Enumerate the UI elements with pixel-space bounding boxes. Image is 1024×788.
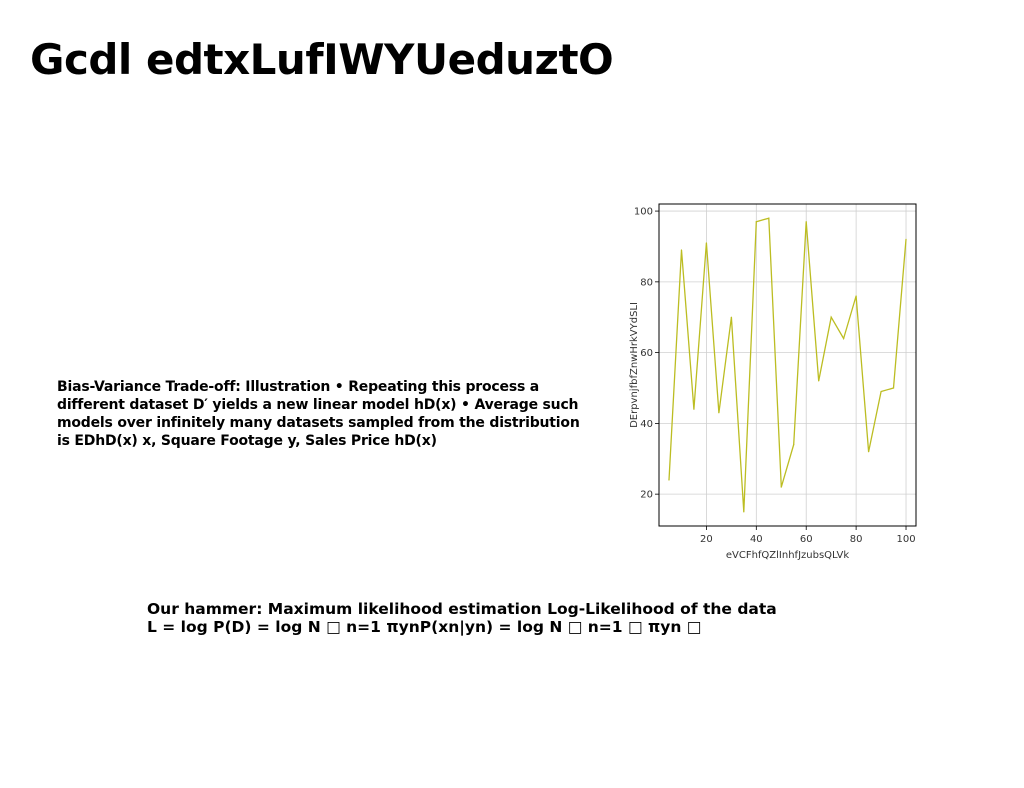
data-point xyxy=(867,451,870,453)
line-chart: 20 40 60 80 100 20 40 60 80 100 eVCFhfQZlInhfJzub… xyxy=(624,196,924,570)
data-point xyxy=(680,249,683,251)
y-tick-label: 100 xyxy=(634,207,653,218)
data-point xyxy=(830,316,832,318)
series-line xyxy=(668,217,907,512)
data-point xyxy=(880,390,882,393)
x-axis-label: eVCFhfQZlInhfJzubsQLVk xyxy=(726,550,850,561)
body-text: Bias-Variance Trade-off: Illustration • … xyxy=(57,379,580,449)
data-point xyxy=(705,242,708,244)
data-point xyxy=(793,444,795,446)
data-point xyxy=(843,337,845,340)
data-point xyxy=(768,217,770,219)
chart-svg: 20 40 60 80 100 20 40 60 80 100 eVCFhfQZlInhfJzub… xyxy=(629,203,917,561)
data-point xyxy=(718,412,720,414)
data-point xyxy=(805,221,807,223)
hammer-text: Our hammer: Maximum likelihood estimatio… xyxy=(147,600,777,636)
x-tick-label: 20 xyxy=(700,534,713,545)
point-layer xyxy=(668,217,907,513)
data-point xyxy=(892,387,895,389)
y-tick-label: 60 xyxy=(640,348,653,359)
data-point xyxy=(905,238,907,240)
data-point xyxy=(693,408,695,410)
x-tick-label: 40 xyxy=(750,534,763,545)
y-tick-label: 80 xyxy=(640,277,653,288)
data-point xyxy=(743,511,745,513)
data-point xyxy=(855,295,857,297)
x-tick-label: 80 xyxy=(850,534,863,545)
data-point xyxy=(730,316,732,318)
y-tick-label: 40 xyxy=(640,419,653,430)
data-point xyxy=(755,221,757,223)
tick-layer: 20 40 60 80 100 20 40 60 80 100 xyxy=(634,207,916,545)
y-tick-label: 20 xyxy=(640,490,653,501)
x-tick-label: 60 xyxy=(800,534,813,545)
slide-title: Gcdl edtxLufIWYUeduztO xyxy=(30,35,614,84)
x-tick-label: 100 xyxy=(896,534,915,545)
data-point xyxy=(818,380,820,382)
grid-layer xyxy=(659,204,916,526)
data-point xyxy=(780,486,782,488)
y-axis-label: DErpvnjfbfZnwHrkVYdSLI xyxy=(629,302,640,428)
plot-frame xyxy=(658,203,917,527)
data-point xyxy=(668,479,670,481)
